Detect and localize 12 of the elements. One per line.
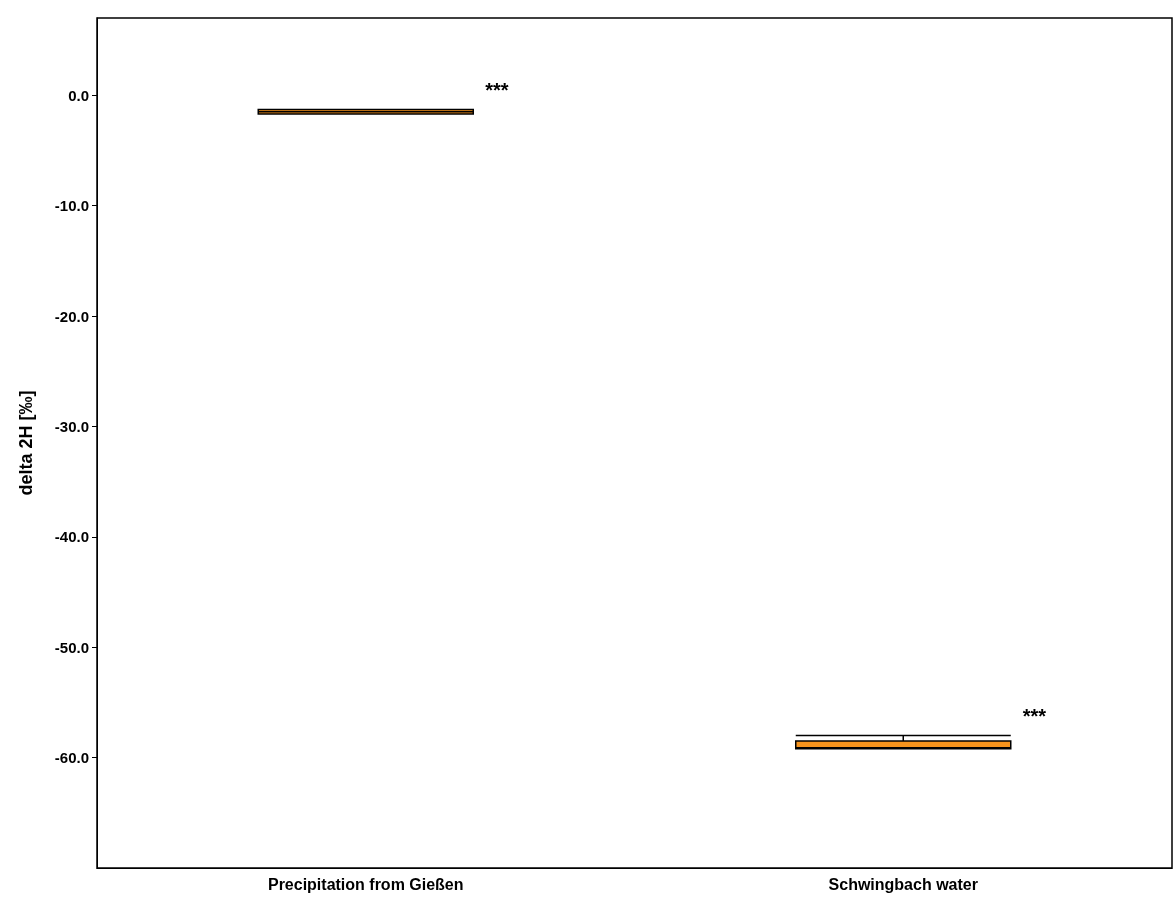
y-tick-label: -60.0 [54,749,89,767]
x-tick-label: Precipitation from Gießen [267,875,464,893]
y-tick-label: -40.0 [54,528,89,546]
annotation: *** [1022,704,1047,727]
y-tick-label: -10.0 [54,197,89,215]
annotation: *** [485,78,509,101]
y-tick-label: -20.0 [54,307,89,325]
y-tick-label: 0.0 [68,86,89,104]
y-tick-label: -30.0 [54,417,89,435]
y-tick-label: -50.0 [54,638,89,656]
x-tick-label: Schwingbach water [828,875,978,893]
y-axis-title: delta 2H [‰] [16,390,36,496]
